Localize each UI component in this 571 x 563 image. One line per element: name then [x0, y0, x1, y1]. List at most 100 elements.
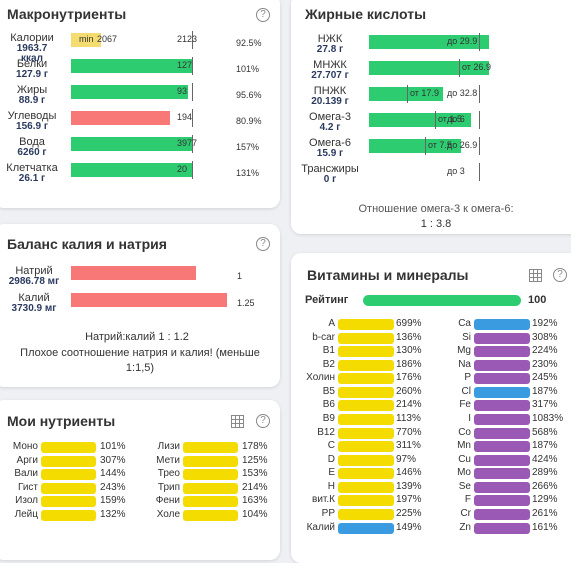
- vitamin-percent: 146%: [396, 467, 422, 479]
- vitamin-label: Si: [462, 331, 471, 343]
- vitamin-label: Na: [458, 358, 471, 370]
- my-nutrient-bar: [41, 455, 96, 467]
- macro-track: 93: [71, 83, 193, 101]
- vitamin-label: Cr: [460, 507, 471, 519]
- macro-track: 20: [71, 161, 193, 179]
- macros-title: Макронутриенты: [7, 6, 127, 22]
- table-grid-icon[interactable]: [529, 269, 542, 282]
- vitamin-label: B12: [317, 426, 335, 438]
- macro-value: 6260 г: [17, 147, 47, 158]
- kna-label: Натрий: [15, 265, 53, 277]
- my-nutrient-bar: [183, 442, 238, 453]
- vitamin-bar: [474, 319, 530, 330]
- vitamin-percent: 699%: [396, 318, 422, 329]
- my-nutrient-label: Арги: [16, 454, 38, 466]
- vitamin-item: Se 266%: [433, 480, 571, 494]
- vitamin-bar: [338, 495, 394, 507]
- macro-track: 3977: [71, 135, 197, 153]
- vitamin-percent: 161%: [532, 521, 558, 533]
- fatty-value: 0 г: [323, 174, 337, 185]
- my-nutrient-bar: [183, 496, 238, 507]
- rating-label: Рейтинг: [305, 294, 349, 306]
- kna-ratio-value: 1: [237, 271, 243, 281]
- vitamin-bar: [338, 468, 394, 480]
- vitamin-percent: 261%: [532, 507, 558, 519]
- macro-track: 194: [71, 109, 193, 127]
- my-nutrient-percent: 125%: [242, 454, 268, 466]
- vitamin-percent: 129%: [532, 494, 558, 506]
- vitamin-item: B5 260%: [297, 385, 437, 399]
- macro-fill: [71, 163, 193, 177]
- fatty-value: 4.2 г: [319, 122, 341, 133]
- kna-track: [71, 293, 227, 307]
- kna-fill: [71, 293, 227, 307]
- vitamin-percent: 192%: [532, 318, 558, 329]
- vitamin-label: B5: [322, 385, 335, 397]
- vitamin-bar: [338, 441, 394, 453]
- table-grid-icon[interactable]: [231, 415, 244, 428]
- vitamin-bar: [338, 522, 394, 534]
- rating-bar: [363, 295, 521, 306]
- vitamin-label: Калий: [306, 521, 335, 533]
- my-nutrient-percent: 307%: [100, 454, 126, 466]
- vitamin-label: Cu: [458, 453, 471, 465]
- my-nutrient-label: Изол: [15, 495, 38, 506]
- vitamin-label: Mg: [457, 345, 471, 357]
- fatty-limit-value: до 26.9: [447, 140, 478, 150]
- macro-percent: 157%: [236, 142, 260, 152]
- macro-label: Белки: [16, 58, 48, 70]
- fatty-value: 15.9 г: [316, 148, 344, 159]
- vitamin-bar: [474, 386, 530, 398]
- my-nutrients-help-icon[interactable]: ?: [256, 414, 270, 428]
- vitamin-item: B12 770%: [297, 426, 437, 440]
- fatty-track: от 1.5 до 6: [369, 111, 489, 129]
- vitamin-percent: 311%: [396, 440, 421, 452]
- fatty-fill: [369, 35, 489, 49]
- my-nutrient-percent: 159%: [100, 495, 126, 506]
- macro-target-value: 194: [177, 112, 193, 122]
- my-nutrient-percent: 132%: [100, 508, 126, 520]
- macro-percent: 92.5%: [236, 38, 262, 48]
- macro-fill: [71, 33, 101, 47]
- vitamin-percent: 139%: [396, 480, 422, 492]
- kna-help-icon[interactable]: ?: [256, 237, 270, 251]
- fatty-track: от 7.5 до 26.9: [369, 137, 489, 155]
- vitamin-item: Co 568%: [433, 426, 571, 440]
- vitamin-label: PP: [321, 507, 335, 519]
- vitamin-percent: 149%: [396, 521, 422, 533]
- fatty-limit-line: [479, 85, 480, 103]
- fatty-limit-line: [407, 85, 408, 103]
- vitamin-bar: [338, 319, 394, 330]
- vitamin-percent: 317%: [532, 399, 558, 411]
- macro-target-line: [192, 161, 193, 179]
- rating-value: 100: [528, 294, 547, 306]
- macros-help-icon[interactable]: ?: [256, 8, 270, 22]
- fatty-limit-value: от 7.5: [428, 140, 452, 150]
- fatty-fill: [369, 87, 443, 101]
- fatty-label: Омега-3: [309, 111, 351, 123]
- vitamin-item: B6 214%: [297, 398, 437, 412]
- my-nutrient-label: Лейц: [14, 508, 38, 520]
- my-nutrients-title: Мои нутриенты: [7, 413, 116, 429]
- vitamins-help-icon[interactable]: ?: [553, 268, 567, 282]
- fatty-label: НЖК: [317, 33, 343, 45]
- my-nutrient-percent: 144%: [100, 468, 126, 479]
- vitamin-bar: [474, 468, 530, 480]
- fatty-card: Жирные кислоты НЖК 27.8 г до 29.9 МНЖК 27.70…: [291, 0, 571, 234]
- macro-label: Углеводы: [7, 110, 57, 122]
- my-nutrient-item: Трео 153%: [142, 467, 282, 481]
- macro-target-line: [192, 135, 193, 153]
- kna-fill: [71, 266, 196, 280]
- vitamin-item: Na 230%: [433, 358, 571, 372]
- vitamin-bar: [338, 454, 394, 466]
- my-nutrient-item: Моно 101%: [0, 440, 140, 454]
- my-nutrient-label: Лизи: [157, 441, 180, 452]
- fatty-limit-value: от 26.9: [462, 62, 491, 72]
- vitamins-card: Витамины и минералы ? Рейтинг 100 A 699% b…: [291, 253, 571, 563]
- vitamin-item: B9 113%: [297, 412, 437, 426]
- vitamin-bar: [338, 400, 394, 412]
- my-nutrient-label: Трип: [157, 481, 180, 493]
- vitamin-bar: [474, 400, 530, 412]
- kna-title: Баланс калия и натрия: [7, 236, 167, 252]
- vitamin-percent: 266%: [532, 480, 558, 492]
